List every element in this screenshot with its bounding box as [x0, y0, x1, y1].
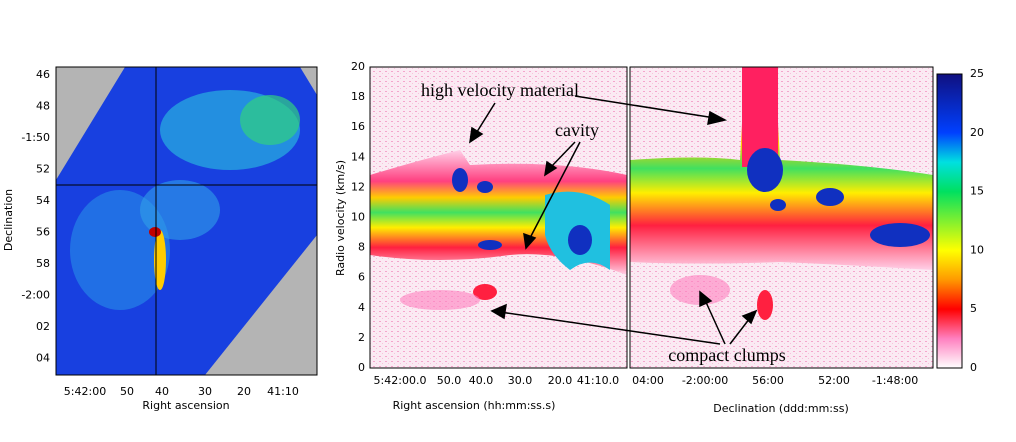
colorbar-tick-label: 0 — [970, 361, 977, 374]
y-tick-label: 2 — [358, 331, 365, 344]
x-tick-label: 30.0 — [508, 374, 533, 387]
y-tick-label: 56 — [36, 226, 50, 239]
colorbar-tick-label: 15 — [970, 185, 984, 198]
x-tick-label: 20.0 — [548, 374, 573, 387]
y-tick-label: 02 — [36, 320, 50, 333]
annotation: cavity — [555, 120, 599, 140]
y-tick-label: 48 — [36, 100, 50, 113]
x-tick-label: 50.0 — [437, 374, 462, 387]
x-tick-label: 52:00 — [818, 374, 850, 387]
map-panel — [55, 66, 318, 376]
y-tick-label: 18 — [351, 90, 365, 103]
x-tick-label: 30 — [198, 385, 212, 398]
colorbar-tick-label: 10 — [970, 243, 984, 256]
x-tick-label: -2:00:00 — [682, 374, 728, 387]
x-tick-label: -1:48:00 — [872, 374, 918, 387]
annotation: compact clumps — [668, 345, 785, 365]
x-axis-label: Declination (ddd:mm:ss) — [713, 402, 849, 415]
colorbar — [936, 73, 963, 369]
y-tick-label: 10 — [351, 211, 365, 224]
y-axis-label: Declination — [2, 189, 15, 251]
x-tick-label: 5:42:00.0 — [374, 374, 427, 387]
colorbar-tick-label: 25 — [970, 67, 984, 80]
y-tick-label: 58 — [36, 257, 50, 270]
y-tick-label: -1:50 — [21, 131, 50, 144]
y-tick-label: 52 — [36, 163, 50, 176]
x-tick-label: 20 — [237, 385, 251, 398]
arrows — [469, 95, 758, 345]
x-tick-label: 41:10.0 — [577, 374, 619, 387]
y-tick-label: 12 — [351, 180, 365, 193]
y-tick-label: 8 — [358, 241, 365, 254]
y-tick-label: 16 — [351, 120, 365, 133]
y-tick-label: 04 — [36, 352, 50, 365]
y-tick-label: -2:00 — [21, 289, 50, 302]
y-axis-label: Radio velocity (km/s) — [334, 160, 347, 276]
x-tick-label: 04:00 — [632, 374, 664, 387]
y-tick-label: 20 — [351, 60, 365, 73]
colorbar-tick-label: 5 — [970, 302, 977, 315]
x-tick-label: 41:10 — [267, 385, 299, 398]
x-axis-label: Right ascension — [142, 399, 229, 412]
x-tick-label: 40 — [155, 385, 169, 398]
colorbar-tick-label: 20 — [970, 126, 984, 139]
y-tick-label: 54 — [36, 194, 50, 207]
annotation: high velocity material — [421, 80, 579, 100]
y-tick-label: 46 — [36, 68, 50, 81]
x-tick-label: 50 — [120, 385, 134, 398]
y-tick-label: 6 — [358, 271, 365, 284]
y-tick-label: 4 — [358, 301, 365, 314]
x-tick-label: 40.0 — [469, 374, 494, 387]
x-tick-label: 56:00 — [752, 374, 784, 387]
x-tick-label: 5:42:00 — [64, 385, 106, 398]
x-axis-label: Right ascension (hh:mm:ss.s) — [393, 399, 556, 412]
pv-panel — [369, 66, 934, 369]
y-tick-label: 14 — [351, 150, 365, 163]
y-tick-label: 0 — [358, 361, 365, 374]
